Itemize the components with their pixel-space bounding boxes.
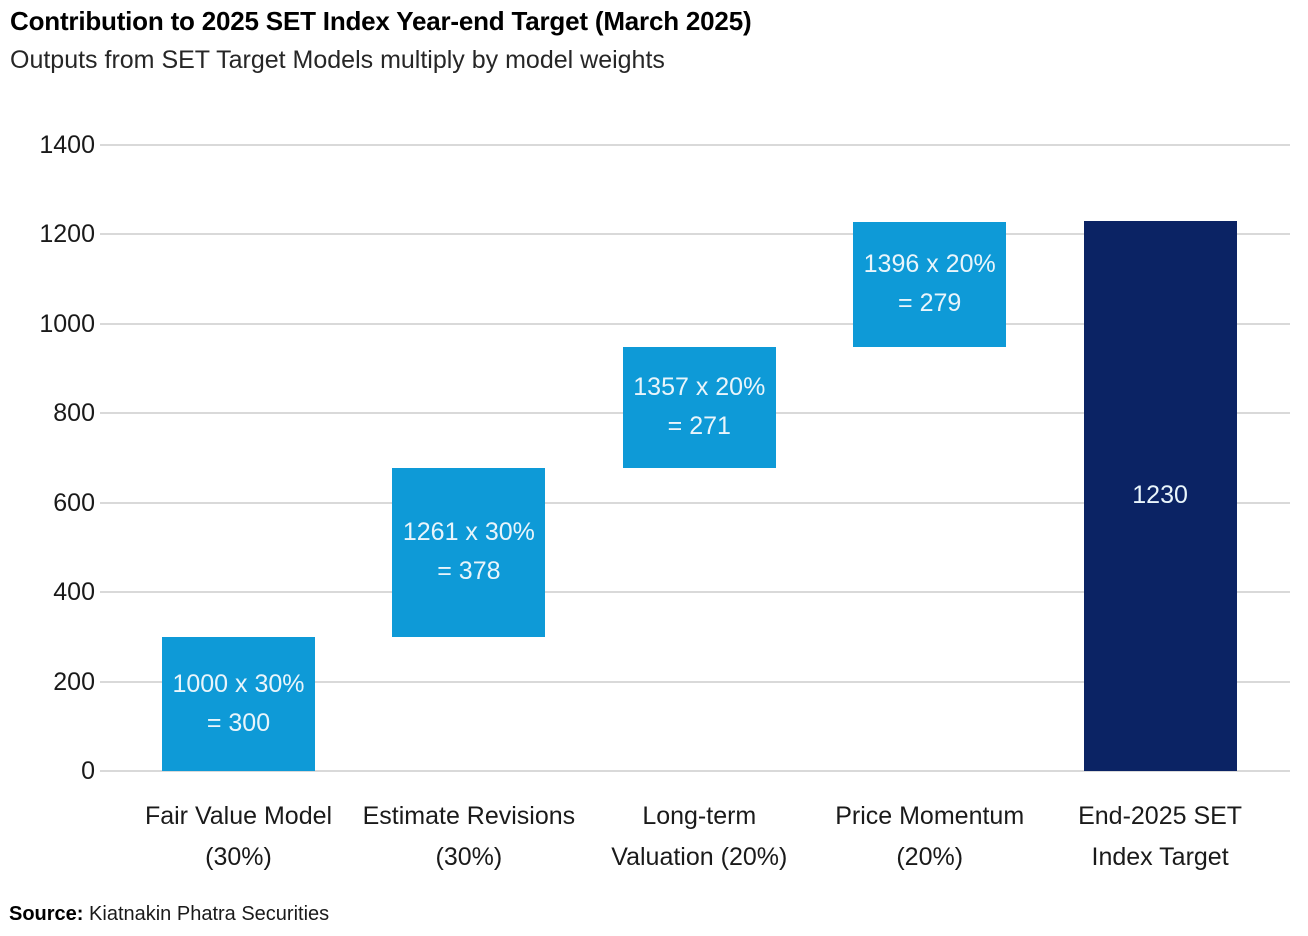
y-tick-label-600: 600 (53, 488, 95, 517)
x-axis-label-end-2025-set: End-2025 SET Index Target (1078, 802, 1243, 871)
bar-long-term: 1357 x 20% = 271 (622, 346, 776, 468)
x-axis-label-estimate-revisions: Estimate Revisions (30%) (362, 802, 576, 871)
gridline-0 (100, 770, 1290, 772)
bar-fair-value-model: 1000 x 30% = 300 (162, 636, 315, 771)
source-label: Source: (9, 903, 84, 925)
x-axis-label-price-momentum: Price Momentum (20%) (835, 802, 1025, 871)
y-tick-label-1200: 1200 (39, 220, 95, 249)
y-tick-label-800: 800 (53, 399, 95, 428)
bar-price-momentum: 1396 x 20% = 279 (853, 221, 1007, 347)
y-tick-label-0: 0 (81, 757, 95, 785)
y-tick-label-200: 200 (53, 667, 95, 696)
gridline-1200 (100, 233, 1290, 236)
bar-value-label-end-2025-set: 1230 (1132, 481, 1188, 510)
source-line: Source: Kiatnakin Phatra Securities (9, 903, 329, 926)
x-axis-label-long-term: Long-term Valuation (20%) (611, 802, 788, 871)
gridline-200 (100, 680, 1290, 683)
bar-value-label-estimate-revisions: 1261 x 30% = 378 (402, 518, 535, 586)
y-tick-label-400: 400 (53, 578, 95, 607)
chart-title: Contribution to 2025 SET Index Year-end … (10, 6, 752, 36)
gridline-1400 (100, 144, 1290, 146)
y-tick-label-1400: 1400 (39, 131, 95, 159)
bar-value-label-fair-value-model: 1000 x 30% = 300 (172, 669, 305, 737)
y-tick-label-1000: 1000 (39, 309, 95, 338)
bar-estimate-revisions: 1261 x 30% = 378 (392, 467, 546, 637)
gridline-400 (100, 591, 1290, 594)
bar-value-label-long-term: 1357 x 20% = 271 (633, 373, 766, 441)
gridline-1000 (100, 322, 1290, 325)
gridline-600 (100, 501, 1290, 504)
x-axis-label-fair-value-model: Fair Value Model (30%) (144, 802, 333, 871)
source-text: Kiatnakin Phatra Securities (89, 903, 330, 925)
bar-value-label-price-momentum: 1396 x 20% = 279 (863, 250, 996, 318)
chart-subtitle: Outputs from SET Target Models multiply … (10, 46, 665, 74)
bar-end-2025-set: 1230 (1083, 221, 1237, 771)
